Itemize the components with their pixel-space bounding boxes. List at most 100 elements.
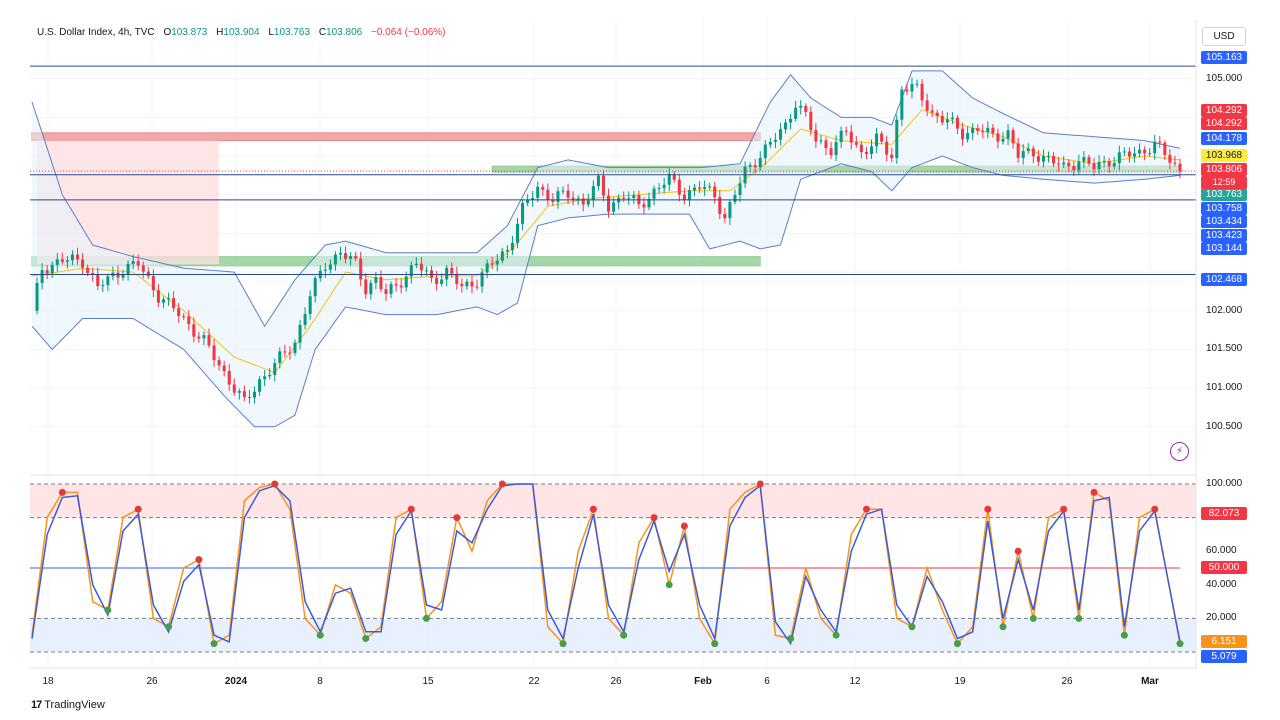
candle bbox=[303, 307, 307, 330]
candle-body bbox=[263, 376, 267, 380]
candle-body bbox=[869, 146, 874, 154]
cross-down-dot bbox=[1014, 547, 1022, 555]
candle-body bbox=[161, 299, 166, 303]
last-cross-dot bbox=[1176, 640, 1184, 648]
candle bbox=[445, 265, 449, 287]
candle bbox=[920, 79, 924, 107]
osc-tick-0: 100.000 bbox=[1206, 478, 1243, 489]
candle bbox=[596, 173, 600, 191]
candle-body bbox=[1021, 151, 1025, 158]
branding-text: TradingView bbox=[44, 699, 105, 711]
price-tag-6: 103.763 bbox=[1201, 188, 1247, 201]
candle-body bbox=[50, 264, 54, 274]
cross-up-dot bbox=[620, 631, 628, 639]
alert-bolt-icon[interactable]: ⚡ bbox=[1170, 442, 1189, 461]
candle bbox=[389, 281, 393, 298]
candle-body bbox=[591, 186, 595, 201]
candle-body bbox=[834, 142, 838, 156]
candle-body bbox=[920, 83, 924, 101]
candle-body bbox=[308, 296, 312, 315]
candle-body bbox=[232, 384, 236, 393]
candle bbox=[955, 114, 959, 134]
candle bbox=[207, 328, 211, 349]
candle-body bbox=[829, 148, 833, 156]
candle-body bbox=[551, 199, 555, 202]
countdown-tag: 12:59 bbox=[1201, 176, 1247, 189]
candle-body bbox=[1097, 162, 1101, 170]
low-value: 103.763 bbox=[273, 27, 311, 38]
open-value: 103.873 bbox=[171, 27, 208, 38]
candle bbox=[414, 257, 418, 269]
candle-body bbox=[490, 263, 494, 265]
candle bbox=[996, 128, 1000, 149]
candle bbox=[586, 193, 590, 208]
lower-band bbox=[31, 155, 1181, 428]
candle bbox=[708, 182, 712, 191]
candle bbox=[263, 370, 267, 387]
candle bbox=[1132, 146, 1137, 163]
candle bbox=[450, 262, 454, 279]
candle bbox=[1021, 144, 1025, 165]
cross-up-dot bbox=[362, 635, 370, 643]
candle-body bbox=[480, 272, 484, 287]
candle bbox=[364, 273, 368, 300]
candle bbox=[784, 118, 788, 134]
candle bbox=[864, 146, 868, 160]
candle bbox=[212, 338, 216, 367]
cross-up-dot bbox=[104, 606, 112, 614]
candle bbox=[384, 283, 388, 301]
candle-body bbox=[950, 117, 954, 120]
candle bbox=[859, 141, 863, 159]
time-tick-3: 8 bbox=[317, 676, 323, 687]
candle bbox=[45, 265, 49, 280]
candle bbox=[490, 256, 494, 270]
price-tag-8: 103.434 bbox=[1201, 215, 1247, 228]
cross-up-dot bbox=[559, 640, 567, 648]
candle bbox=[338, 246, 343, 261]
candle-body bbox=[227, 370, 231, 385]
horizontal-levels bbox=[30, 65, 1196, 276]
candle bbox=[935, 109, 939, 123]
candle-body bbox=[819, 140, 823, 142]
candle bbox=[35, 277, 39, 315]
candle-body bbox=[1016, 143, 1020, 158]
candle-body bbox=[622, 197, 626, 199]
cross-down-dot bbox=[862, 505, 870, 513]
candle bbox=[1092, 157, 1096, 176]
candle bbox=[1107, 157, 1111, 173]
candle-body bbox=[789, 118, 793, 123]
candle-body bbox=[146, 271, 150, 277]
candle-body bbox=[733, 195, 737, 203]
candle bbox=[1072, 161, 1076, 176]
candle-body bbox=[925, 100, 929, 111]
candle bbox=[612, 197, 616, 216]
candle-body bbox=[1158, 141, 1162, 143]
candle bbox=[875, 127, 879, 154]
candle-body bbox=[60, 259, 64, 262]
candle bbox=[854, 136, 858, 148]
tradingview-logo[interactable]: 17 TradingView bbox=[31, 699, 105, 711]
candle-body bbox=[70, 254, 74, 261]
cross-up-dot bbox=[422, 614, 430, 622]
candle-body bbox=[268, 374, 272, 377]
osc-tick-3: 20.000 bbox=[1206, 612, 1237, 624]
currency-button[interactable]: USD bbox=[1202, 27, 1246, 46]
candle-body bbox=[500, 251, 504, 261]
osc-tag-2: 6.151 bbox=[1201, 635, 1247, 648]
cross-down-dot bbox=[680, 522, 688, 530]
candle-body bbox=[333, 254, 337, 265]
candle-body bbox=[854, 142, 858, 145]
candle-body bbox=[713, 186, 717, 198]
candle bbox=[141, 261, 145, 279]
candle bbox=[202, 331, 206, 346]
candle bbox=[394, 278, 398, 292]
candle-body bbox=[91, 272, 95, 275]
candle-body bbox=[1041, 156, 1045, 162]
candle-body bbox=[753, 165, 757, 168]
low-label: L bbox=[268, 27, 274, 38]
time-tick-11: 26 bbox=[1061, 676, 1073, 687]
candle-body bbox=[1163, 142, 1167, 155]
candle bbox=[177, 302, 181, 323]
candle-body bbox=[86, 267, 90, 273]
